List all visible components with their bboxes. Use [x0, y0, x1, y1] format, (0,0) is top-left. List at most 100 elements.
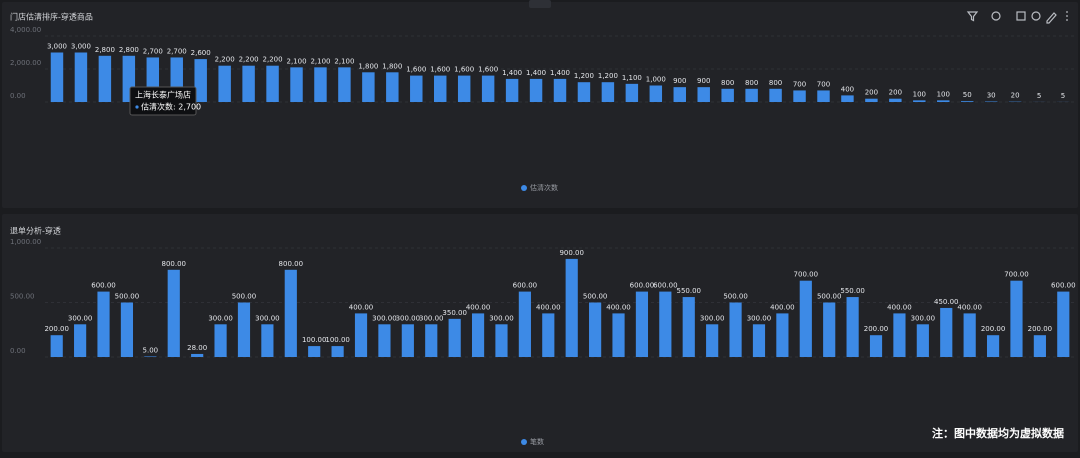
y-tick-label: 0.00	[10, 347, 26, 355]
bar	[519, 292, 531, 357]
value-label: 30	[987, 92, 996, 100]
value-label: 200.00	[1028, 325, 1053, 333]
value-label: 300.00	[68, 314, 93, 322]
more-icon[interactable]	[1066, 19, 1068, 21]
value-label: 3,000	[71, 43, 91, 51]
value-label: 800.00	[279, 260, 304, 268]
bar	[589, 303, 601, 358]
value-label: 100	[913, 90, 926, 98]
bar	[964, 313, 976, 357]
value-label: 900	[697, 77, 710, 85]
chart-title: 门店估清排序-穿透商品	[10, 12, 93, 22]
value-label: 2,200	[215, 56, 235, 64]
value-label: 900.00	[559, 249, 584, 257]
value-label: 400.00	[536, 303, 561, 311]
bar	[697, 87, 709, 102]
bar	[769, 89, 781, 102]
drag-handle[interactable]	[529, 0, 551, 8]
value-label: 2,800	[119, 46, 139, 54]
value-label: 500.00	[723, 293, 748, 301]
bar	[530, 79, 542, 102]
bar	[338, 67, 350, 102]
bar	[362, 72, 374, 102]
tooltip-dot	[135, 105, 138, 108]
bar	[847, 297, 859, 357]
value-label: 200.00	[864, 325, 889, 333]
bar	[913, 100, 925, 102]
bar	[745, 89, 757, 102]
value-label: 5	[1037, 92, 1041, 100]
value-label: 300.00	[208, 314, 233, 322]
bar	[961, 101, 973, 102]
bar	[889, 99, 901, 102]
value-label: 800.00	[162, 260, 187, 268]
bar	[578, 82, 590, 102]
value-label: 600.00	[630, 282, 655, 290]
bar	[121, 303, 133, 358]
value-label: 300.00	[911, 314, 936, 322]
bar	[865, 99, 877, 102]
bar	[554, 79, 566, 102]
value-label: 1,200	[598, 72, 618, 80]
value-label: 300.00	[489, 314, 514, 322]
value-label: 300.00	[255, 314, 280, 322]
value-label: 1,200	[574, 72, 594, 80]
bar	[51, 53, 63, 103]
bar	[650, 86, 662, 103]
bar	[214, 324, 226, 357]
value-label: 1,400	[502, 69, 522, 77]
bar	[434, 76, 446, 102]
more-icon[interactable]	[1066, 15, 1068, 17]
chart-title: 退单分析-穿透	[10, 226, 61, 236]
bar	[402, 324, 414, 357]
more-icon[interactable]	[1066, 11, 1068, 13]
value-label: 100	[937, 90, 950, 98]
bar	[378, 324, 390, 357]
y-tick-label: 2,000.00	[10, 59, 41, 67]
value-label: 2,800	[95, 46, 115, 54]
value-label: 500.00	[583, 293, 608, 301]
legend-label: 笔数	[530, 437, 544, 446]
legend-swatch	[521, 439, 527, 445]
bar	[659, 292, 671, 357]
bar	[218, 66, 230, 102]
y-tick-label: 500.00	[10, 293, 35, 301]
value-label: 1,800	[382, 62, 402, 70]
value-label: 600.00	[1051, 282, 1076, 290]
bar	[917, 324, 929, 357]
value-label: 700	[817, 80, 830, 88]
value-label: 2,200	[239, 56, 259, 64]
bar	[495, 324, 507, 357]
bar	[97, 292, 109, 357]
value-label: 500.00	[232, 293, 257, 301]
bar	[1057, 292, 1069, 357]
value-label: 700.00	[794, 271, 819, 279]
bar	[987, 335, 999, 357]
value-label: 2,100	[334, 57, 354, 65]
value-label: 100.00	[325, 336, 350, 344]
bar	[75, 53, 87, 103]
value-label: 20	[1011, 92, 1020, 100]
value-label: 1,100	[622, 74, 642, 82]
value-label: 800	[769, 79, 782, 87]
value-label: 800	[745, 79, 758, 87]
value-label: 2,100	[286, 57, 306, 65]
bar	[721, 89, 733, 102]
bar	[290, 67, 302, 102]
value-label: 200	[865, 89, 878, 97]
value-label: 500.00	[115, 293, 140, 301]
value-label: 300.00	[419, 314, 444, 322]
value-label: 200.00	[44, 325, 69, 333]
bar	[800, 281, 812, 357]
value-label: 600.00	[91, 282, 116, 290]
value-label: 5	[1061, 92, 1065, 100]
value-label: 700	[793, 80, 806, 88]
value-label: 900	[673, 77, 686, 85]
bar	[612, 313, 624, 357]
value-label: 400	[841, 85, 854, 93]
bar	[841, 95, 853, 102]
value-label: 2,700	[143, 47, 163, 55]
value-label: 2,600	[191, 49, 211, 57]
bar	[753, 324, 765, 357]
bar	[242, 66, 254, 102]
